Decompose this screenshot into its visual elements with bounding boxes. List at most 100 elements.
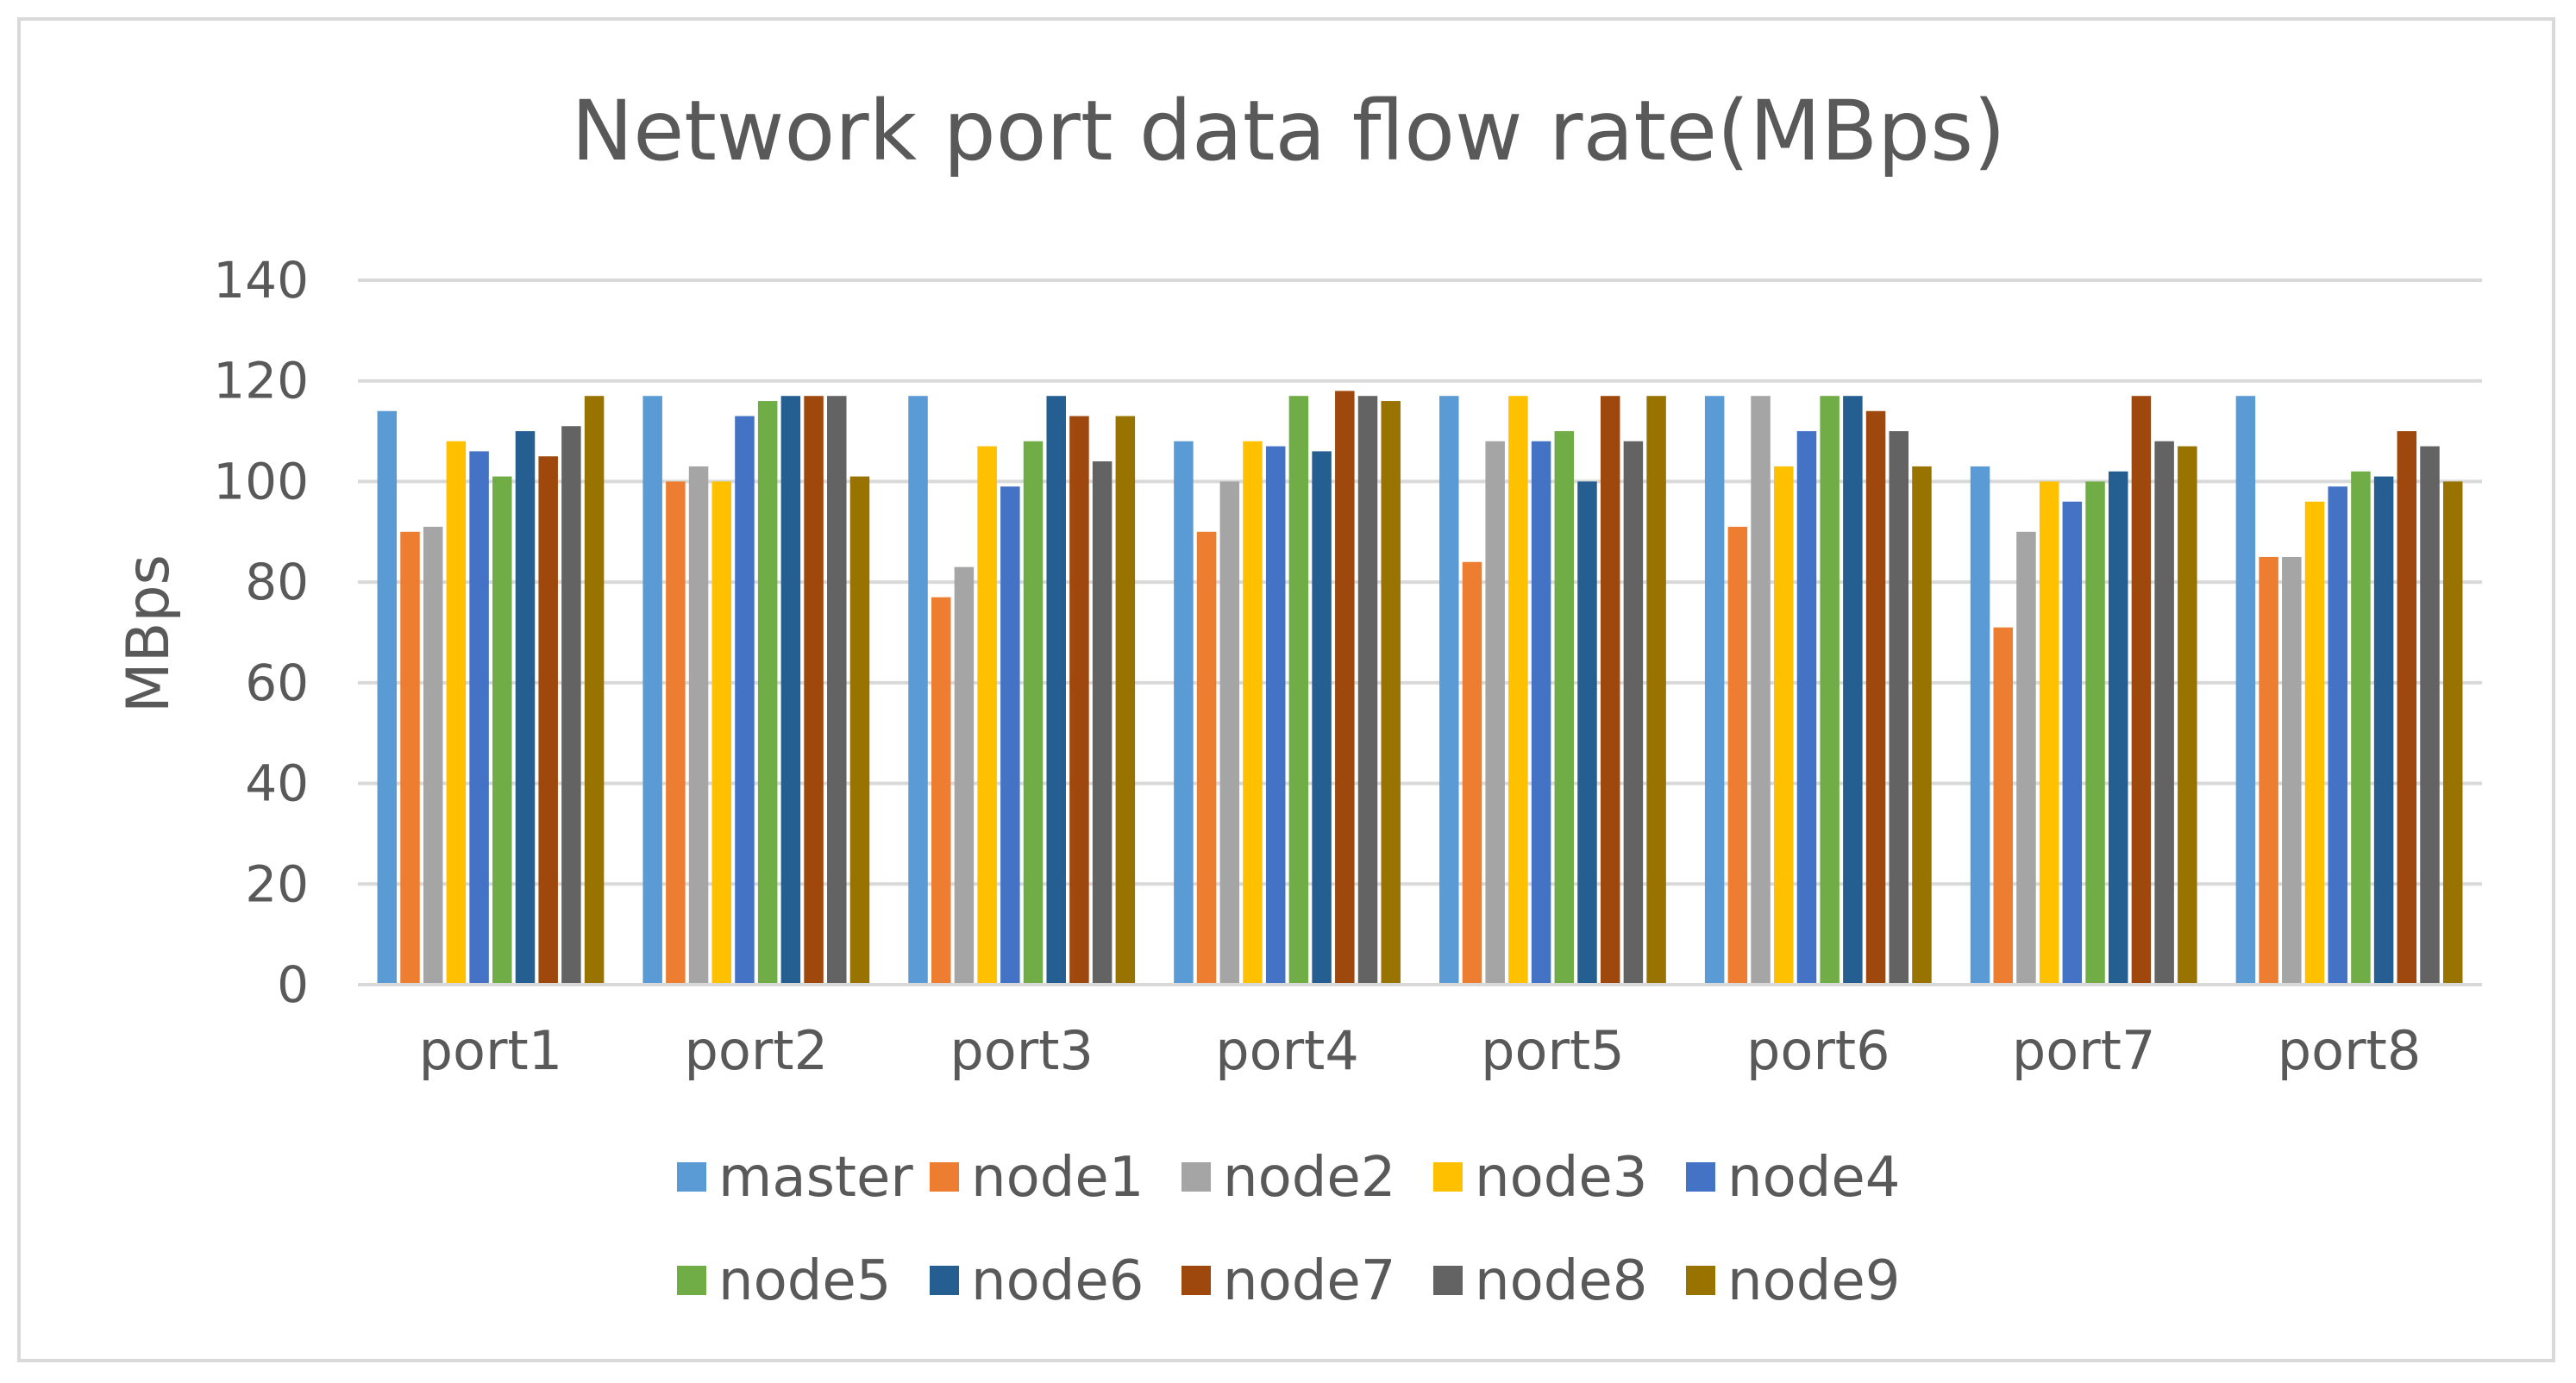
bar-port7-node7 (2131, 396, 2152, 985)
bar-port2-node4 (735, 416, 755, 985)
bar-port5-node1 (1462, 561, 1482, 985)
bar-port6-node3 (1774, 466, 1794, 985)
legend-swatch-node1 (930, 1162, 959, 1192)
x-tick-label: port5 (1481, 1019, 1625, 1082)
bars (377, 391, 2463, 986)
legend-label-node4: node4 (1727, 1146, 1900, 1210)
bar-port6-node4 (1796, 431, 1817, 986)
legend-swatch-node2 (1181, 1162, 1211, 1192)
bar-port8-node3 (2304, 501, 2325, 985)
bar-port2-node9 (849, 476, 870, 985)
legend-label-node1: node1 (971, 1146, 1144, 1210)
bar-port3-node1 (931, 597, 951, 985)
chart-title: Network port data flow rate(MBps) (571, 83, 2005, 179)
y-tick-label: 80 (245, 553, 309, 611)
legend-swatch-node5 (677, 1266, 706, 1295)
bar-port7-node1 (1993, 627, 2013, 985)
bar-port3-node9 (1115, 416, 1136, 985)
bar-port2-node2 (688, 466, 709, 985)
bar-port1-node3 (446, 441, 467, 985)
y-tick-label: 120 (213, 352, 309, 410)
bar-port7-master (1970, 466, 1990, 985)
bar-port1-node5 (492, 476, 512, 985)
bar-port5-node2 (1485, 441, 1505, 985)
bar-port4-node7 (1335, 391, 1355, 985)
bar-port6-node9 (1912, 466, 1932, 985)
bar-port3-node6 (1046, 396, 1066, 985)
bar-port6-node1 (1727, 526, 1748, 985)
bar-port5-node7 (1600, 396, 1620, 985)
bar-port3-node5 (1023, 441, 1044, 985)
legend-label-node8: node8 (1475, 1249, 1647, 1313)
x-tick-label: port6 (1746, 1019, 1890, 1082)
bar-port3-node2 (954, 566, 975, 985)
legend-label-node9: node9 (1727, 1249, 1900, 1313)
bar-port8-node9 (2442, 481, 2463, 985)
bar-port1-node4 (469, 451, 489, 985)
legend-swatch-master (677, 1162, 706, 1192)
bar-port6-master (1704, 396, 1725, 985)
bar-port6-node7 (1865, 410, 1886, 985)
bar-port6-node6 (1843, 396, 1863, 985)
bar-port6-node5 (1820, 396, 1840, 985)
bar-port8-node8 (2420, 446, 2440, 985)
bar-port3-node4 (1000, 486, 1020, 985)
bar-port4-node8 (1357, 396, 1378, 985)
legend-label-node5: node5 (718, 1249, 891, 1313)
bar-port1-node1 (400, 531, 420, 985)
bar-port2-node6 (780, 396, 801, 985)
legend-label-node7: node7 (1223, 1249, 1395, 1313)
bar-port7-node4 (2062, 501, 2083, 985)
bar-port8-node5 (2351, 471, 2371, 985)
bar-port3-node3 (977, 446, 997, 985)
y-axis-ticks: 0 20 40 60 80 100 120 140 (213, 251, 309, 1014)
bar-port8-node7 (2397, 431, 2417, 986)
bar-port8-node2 (2282, 556, 2302, 985)
x-tick-label: port1 (419, 1019, 563, 1082)
legend: master node1 node2 node3 node4 node5 node6 node… (677, 1146, 1900, 1313)
bar-port4-node1 (1196, 531, 1217, 985)
legend-swatch-node6 (930, 1266, 959, 1295)
legend-label-node6: node6 (971, 1249, 1144, 1313)
legend-label-master: master (718, 1146, 913, 1210)
x-tick-label: port7 (2012, 1019, 2156, 1082)
y-tick-label: 0 (277, 955, 309, 1014)
bar-port7-node3 (2039, 481, 2059, 985)
y-tick-label: 20 (245, 854, 309, 913)
bar-port3-node7 (1069, 416, 1089, 985)
y-tick-label: 100 (213, 452, 309, 510)
x-axis-ticks: port1 port2 port3 port4 port5 port6 port7 port8 (419, 1019, 2422, 1082)
bar-port8-node4 (2328, 486, 2347, 985)
bar-port4-node9 (1381, 401, 1401, 985)
bar-port4-node5 (1288, 396, 1309, 985)
y-axis-label: MBps (115, 554, 183, 713)
legend-swatch-node3 (1433, 1162, 1463, 1192)
bar-port4-node4 (1265, 446, 1286, 985)
bar-port3-master (908, 396, 928, 985)
legend-label-node2: node2 (1223, 1146, 1395, 1210)
y-tick-label: 140 (213, 251, 309, 310)
bar-port8-node1 (2259, 556, 2278, 985)
gridlines (358, 278, 2482, 886)
x-tick-label: port3 (950, 1019, 1094, 1082)
bar-port2-master (642, 396, 662, 985)
bar-port5-node6 (1577, 481, 1597, 985)
bar-port1-node9 (584, 396, 605, 985)
bar-port5-node8 (1623, 441, 1644, 985)
bar-port5-master (1439, 396, 1459, 985)
x-tick-label: port2 (685, 1019, 829, 1082)
bar-port5-node3 (1508, 396, 1528, 985)
bar-port7-node2 (2016, 531, 2036, 985)
y-tick-label: 40 (245, 754, 309, 813)
bar-port5-node5 (1554, 431, 1575, 986)
x-tick-label: port4 (1215, 1019, 1359, 1082)
bar-port3-node8 (1092, 461, 1113, 985)
bar-port8-node6 (2373, 476, 2394, 985)
bar-port4-node3 (1243, 441, 1263, 985)
legend-swatch-node7 (1181, 1266, 1211, 1295)
bar-port6-node2 (1751, 396, 1771, 985)
bar-port1-master (377, 410, 398, 985)
bar-port5-node9 (1646, 396, 1666, 985)
bar-port7-node9 (2178, 446, 2197, 985)
bar-port7-node5 (2085, 481, 2105, 985)
